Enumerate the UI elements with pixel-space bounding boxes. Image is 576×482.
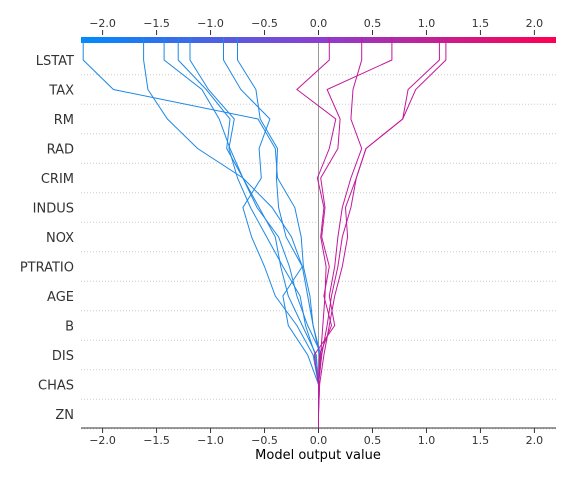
- top-tick-label: −1.5: [143, 17, 170, 30]
- top-tick-label: −1.0: [197, 17, 224, 30]
- top-tick-label: 2.0: [526, 17, 544, 30]
- bottom-tick-label: −1.0: [197, 434, 224, 447]
- top-tick-label: −2.0: [89, 17, 116, 30]
- feature-label-crim: CRIM: [41, 172, 74, 187]
- top-tick-label: 1.0: [418, 17, 436, 30]
- feature-label-indus: INDUS: [33, 202, 74, 217]
- feature-labels: LSTAT TAX RM RAD CRIM INDUS NOX PTRATIO AGE B DIS C…: [20, 54, 74, 423]
- decision-line-11: [318, 37, 440, 428]
- top-x-axis: −2.0 −1.5 −1.0 −0.5 0.0 0.5 1.0 1.5 2.0: [89, 17, 543, 35]
- decision-line-9: [318, 37, 393, 428]
- feature-label-rm: RM: [54, 113, 74, 128]
- decision-line-5: [189, 37, 321, 428]
- feature-label-chas: CHAS: [38, 379, 74, 394]
- bottom-tick-label: −1.5: [143, 434, 170, 447]
- decision-line-10: [313, 37, 363, 428]
- feature-label-rad: RAD: [47, 143, 74, 158]
- decision-line-12: [318, 37, 447, 428]
- feature-label-b: B: [65, 320, 74, 335]
- feature-label-nox: NOX: [46, 231, 74, 246]
- feature-label-dis: DIS: [52, 349, 74, 364]
- colorbar: [81, 37, 556, 43]
- decision-line-3: [163, 37, 323, 428]
- bottom-tick-label: −0.5: [251, 434, 278, 447]
- feature-label-ptratio: PTRATIO: [20, 261, 74, 276]
- bottom-tick-label: 0.0: [310, 434, 328, 447]
- feature-label-tax: TAX: [48, 84, 74, 99]
- feature-label-lstat: LSTAT: [36, 54, 74, 69]
- x-axis-title: Model output value: [255, 448, 381, 463]
- top-tick-label: 1.5: [472, 17, 490, 30]
- feature-label-age: AGE: [47, 290, 74, 305]
- decision-line-7: [237, 37, 319, 428]
- top-tick-label: −0.5: [251, 17, 278, 30]
- bottom-tick-label: 1.5: [472, 434, 490, 447]
- decision-lines: [82, 37, 447, 428]
- feature-label-zn: ZN: [55, 408, 74, 423]
- bottom-tick-label: 2.0: [526, 434, 544, 447]
- bottom-x-axis: −2.0 −1.5 −1.0 −0.5 0.0 0.5 1.0 1.5 2.0: [81, 427, 556, 447]
- bottom-tick-label: −2.0: [89, 434, 116, 447]
- bottom-tick-label: 0.5: [364, 434, 382, 447]
- top-tick-label: 0.0: [310, 17, 328, 30]
- bottom-tick-label: 1.0: [418, 434, 436, 447]
- top-tick-label: 0.5: [364, 17, 382, 30]
